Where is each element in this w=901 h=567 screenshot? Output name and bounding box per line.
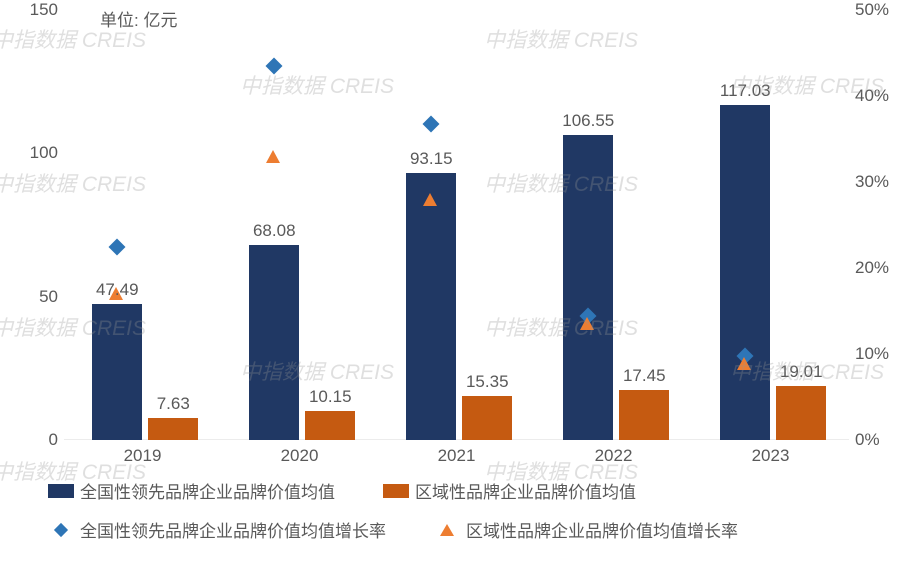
value-label: 68.08 — [253, 221, 296, 241]
bar-regional — [619, 390, 669, 440]
value-label: 117.03 — [720, 81, 771, 101]
legend-swatch — [383, 484, 409, 498]
legend-label: 区域性品牌企业品牌价值均值 — [415, 478, 636, 503]
legend-label: 全国性领先品牌企业品牌价值均值增长率 — [80, 517, 386, 542]
legend-label: 区域性品牌企业品牌价值均值增长率 — [466, 517, 738, 542]
triangle-marker — [423, 193, 437, 206]
bar-national — [92, 304, 142, 440]
y2-tick: 50% — [855, 0, 901, 20]
x-tick: 2022 — [574, 446, 654, 466]
bar-national — [563, 135, 613, 440]
y1-tick: 0 — [8, 430, 58, 450]
y2-tick: 0% — [855, 430, 901, 450]
x-tick: 2020 — [260, 446, 340, 466]
legend-swatch — [48, 484, 74, 498]
legend-label: 全国性领先品牌企业品牌价值均值 — [80, 478, 335, 503]
y2-tick: 20% — [855, 258, 901, 278]
triangle-marker — [737, 357, 751, 370]
bar-regional — [462, 396, 512, 440]
legend-item-regional: 区域性品牌企业品牌价值均值 — [383, 478, 636, 503]
brand-value-chart: 单位: 亿元 全国性领先品牌企业品牌价值均值 区域性品牌企业品牌价值均值 全国性… — [0, 0, 901, 567]
legend-marker-diamond — [54, 522, 68, 536]
y2-tick: 40% — [855, 86, 901, 106]
value-label: 19.01 — [780, 362, 823, 382]
value-label: 7.63 — [157, 394, 190, 414]
bar-national — [249, 245, 299, 440]
bar-regional — [148, 418, 198, 440]
legend-item-national-growth: 全国性领先品牌企业品牌价值均值增长率 — [48, 517, 386, 542]
plot-area — [64, 10, 849, 440]
y1-tick: 100 — [8, 143, 58, 163]
legend-item-national: 全国性领先品牌企业品牌价值均值 — [48, 478, 335, 503]
value-label: 106.55 — [562, 111, 614, 131]
triangle-marker — [266, 150, 280, 163]
bar-regional — [776, 386, 826, 440]
value-label: 47.49 — [96, 280, 139, 300]
unit-label: 单位: 亿元 — [100, 6, 177, 31]
value-label: 17.45 — [623, 366, 666, 386]
y2-tick: 10% — [855, 344, 901, 364]
legend-item-regional-growth: 区域性品牌企业品牌价值均值增长率 — [434, 517, 738, 542]
y1-tick: 150 — [8, 0, 58, 20]
y2-tick: 30% — [855, 172, 901, 192]
value-label: 15.35 — [466, 372, 509, 392]
bar-national — [406, 173, 456, 440]
legend: 全国性领先品牌企业品牌价值均值 区域性品牌企业品牌价值均值 全国性领先品牌企业品… — [48, 478, 738, 556]
triangle-marker — [580, 317, 594, 330]
value-label: 10.15 — [309, 387, 352, 407]
bar-regional — [305, 411, 355, 440]
x-tick: 2021 — [417, 446, 497, 466]
value-label: 93.15 — [410, 149, 453, 169]
legend-marker-triangle — [440, 524, 454, 536]
bar-national — [720, 105, 770, 440]
x-tick: 2023 — [731, 446, 811, 466]
y1-tick: 50 — [8, 287, 58, 307]
x-tick: 2019 — [103, 446, 183, 466]
